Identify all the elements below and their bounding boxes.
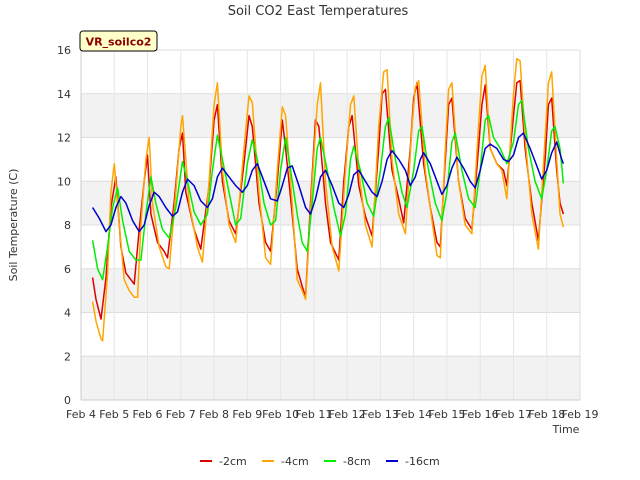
x-tick-label: Feb 14 [395, 408, 432, 421]
y-tick-label: 12 [57, 132, 71, 145]
y-tick-label: 10 [57, 175, 71, 188]
x-tick-label: Feb 6 [133, 408, 163, 421]
series-line-minus-16cm [91, 132, 565, 233]
site-badge-box [79, 30, 158, 52]
y-tick-label: 0 [64, 394, 71, 407]
y-axis-label: Soil Temperature (C) [7, 169, 20, 282]
x-tick-label: Feb 4 [66, 408, 96, 421]
x-tick-label: Feb 10 [262, 408, 299, 421]
y-tick-label: 8 [64, 219, 71, 232]
x-tick-label: Feb 11 [295, 408, 332, 421]
x-axis-label: Time [552, 423, 580, 436]
plot-band [81, 268, 580, 313]
x-tick-label: Feb 15 [428, 408, 465, 421]
legend-label: -16cm [405, 455, 440, 468]
y-tick-label: 6 [64, 263, 71, 276]
legend-label: -4cm [281, 455, 309, 468]
plot-band [81, 356, 580, 400]
site-badge: VR_soilco2 [79, 30, 158, 52]
x-tick-label: Feb 8 [199, 408, 229, 421]
x-tick-label: Feb 9 [232, 408, 262, 421]
series-line-minus-4cm [91, 58, 565, 342]
y-tick-label: 14 [57, 88, 71, 101]
series-line-minus-8cm [91, 99, 565, 281]
y-tick-label: 4 [64, 307, 71, 320]
x-tick-label: Feb 5 [99, 408, 129, 421]
x-tick-label: Feb 17 [495, 408, 532, 421]
chart-title: Soil CO2 East Temperatures [228, 4, 409, 19]
legend-label: -8cm [343, 455, 371, 468]
site-badge-label: VR_soilco2 [86, 36, 152, 49]
series-lines [91, 58, 565, 342]
legend-label: -2cm [219, 455, 247, 468]
x-tick-label: Feb 19 [562, 408, 599, 421]
x-tick-label: Feb 13 [362, 408, 399, 421]
legend: -2cm -4cm -8cm -16cm [200, 455, 440, 468]
plot-band [81, 93, 580, 138]
x-tick-label: Feb 12 [329, 408, 366, 421]
y-tick-label: 16 [57, 44, 71, 57]
y-tick-label: 2 [64, 350, 71, 363]
x-tick-label: Feb 18 [528, 408, 565, 421]
x-tick-label: Feb 16 [462, 408, 499, 421]
x-tick-label: Feb 7 [166, 408, 196, 421]
